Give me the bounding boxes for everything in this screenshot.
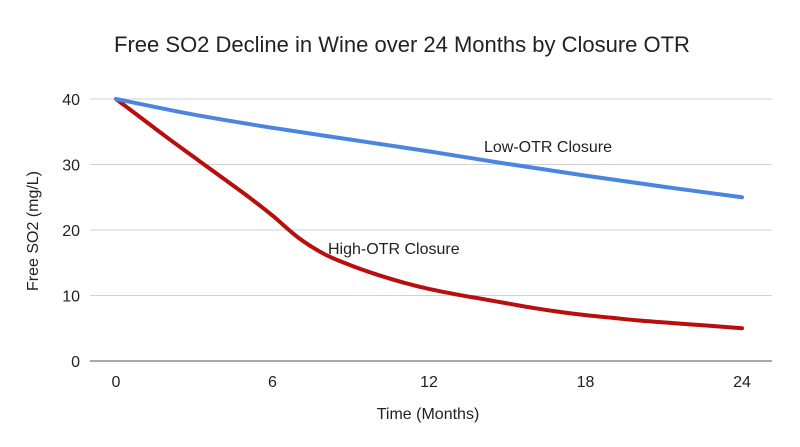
- x-tick-label: 0: [112, 374, 121, 391]
- series-label-low-otr: Low-OTR Closure: [484, 139, 612, 156]
- x-tick-label: 6: [268, 374, 277, 391]
- x-tick-label: 18: [577, 374, 595, 391]
- y-tick-label: 40: [62, 92, 80, 109]
- y-tick-label: 30: [62, 158, 80, 175]
- y-axis-label: Free SO2 (mg/L): [25, 171, 42, 291]
- y-tick-label: 20: [62, 223, 80, 240]
- series-label-high-otr: High-OTR Closure: [328, 241, 460, 258]
- series-labels: Low-OTR Closure High-OTR Closure: [328, 139, 612, 258]
- series-lines: [114, 97, 744, 331]
- x-tick-label: 12: [420, 374, 438, 391]
- series-line-low-otr: [114, 97, 744, 200]
- y-tick-label: 0: [71, 354, 80, 371]
- x-axis-label: Time (Months): [377, 406, 480, 423]
- series-line-high-otr: [114, 97, 744, 331]
- x-axis-ticks: 0 6 12 18 24: [112, 374, 751, 391]
- y-axis-ticks: 0 10 20 30 40: [62, 92, 80, 371]
- y-tick-label: 10: [62, 289, 80, 306]
- x-tick-label: 24: [733, 374, 751, 391]
- chart-title: Free SO2 Decline in Wine over 24 Months …: [114, 32, 690, 57]
